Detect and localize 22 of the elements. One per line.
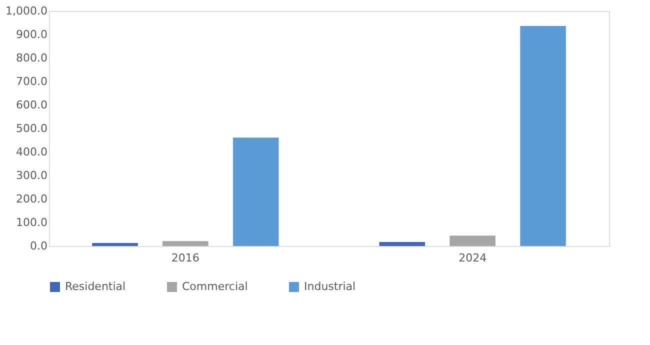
bar <box>232 138 279 246</box>
legend-label: Commercial <box>182 280 248 293</box>
bar <box>520 26 566 246</box>
y-tick-label: 100.0 <box>16 216 48 229</box>
y-tick-label: 600.0 <box>16 98 48 112</box>
x-tick-label: 2024 <box>458 252 487 264</box>
y-tick-label: 1,000.0 <box>6 4 48 18</box>
y-tick-label: 200.0 <box>16 192 48 206</box>
y-tick-label: 300.0 <box>16 169 48 182</box>
bar <box>450 236 496 246</box>
y-tick-label: 400.0 <box>16 146 48 158</box>
y-tick-label: 500.0 <box>16 122 48 135</box>
legend-label: Industrial <box>304 280 356 293</box>
x-tick-label: 2016 <box>171 252 200 264</box>
bar <box>162 241 208 246</box>
legend-label: Residential <box>65 280 126 293</box>
bar <box>379 242 426 246</box>
y-tick-label: 800.0 <box>16 52 48 64</box>
y-tick-label: 0.0 <box>30 240 48 252</box>
y-tick-label: 900.0 <box>16 28 48 41</box>
y-tick-label: 700.0 <box>16 75 48 88</box>
bar <box>92 242 138 246</box>
